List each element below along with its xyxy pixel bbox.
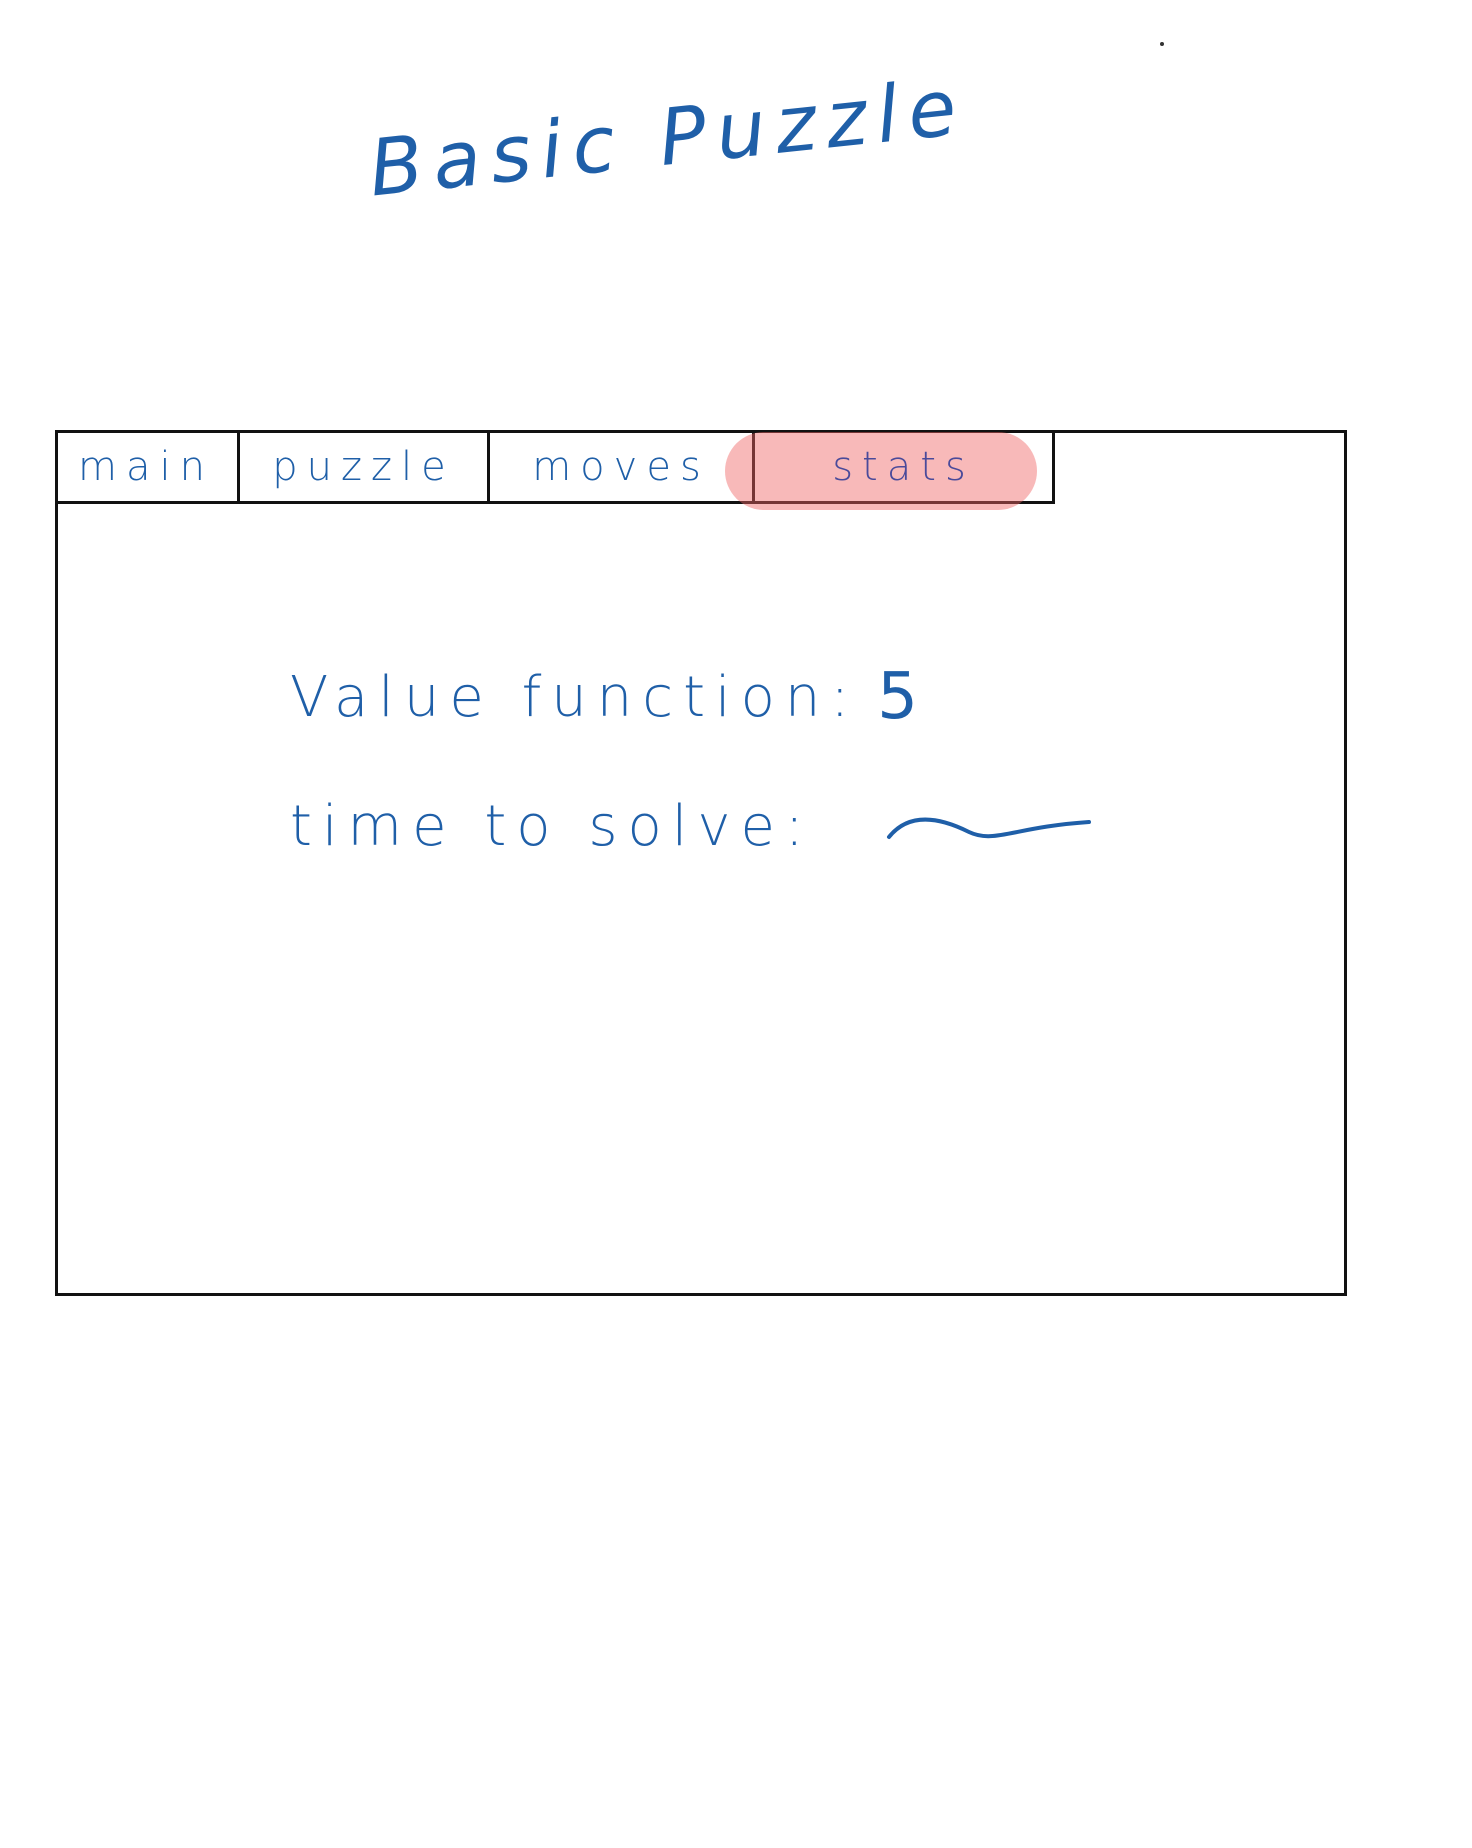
stats-content: Value function: 5 time to solve: <box>290 660 1094 859</box>
squiggle-icon <box>886 817 1091 839</box>
value-function-row: Value function: 5 <box>290 660 1094 734</box>
tab-puzzle-label: puzzle <box>272 443 455 490</box>
time-to-solve-row: time to solve: <box>290 794 1094 859</box>
tab-bar: main puzzle moves stats <box>55 432 1055 510</box>
page-title: Basic Puzzle <box>365 62 971 215</box>
stats-panel <box>55 430 1347 1296</box>
value-function-label: Value function: <box>290 664 860 730</box>
tab-stats-label: stats <box>832 443 975 490</box>
tab-main-label: main <box>78 443 214 490</box>
time-to-solve-label: time to solve: <box>290 794 814 859</box>
tab-moves[interactable]: moves <box>490 432 755 504</box>
tab-moves-label: moves <box>532 443 710 490</box>
stray-dot <box>1160 42 1164 46</box>
value-function-value: 5 <box>877 660 918 734</box>
selected-tab-highlight <box>725 432 1037 510</box>
tab-stats[interactable]: stats <box>725 432 1055 510</box>
tab-main[interactable]: main <box>55 432 240 504</box>
tab-puzzle[interactable]: puzzle <box>240 432 490 504</box>
